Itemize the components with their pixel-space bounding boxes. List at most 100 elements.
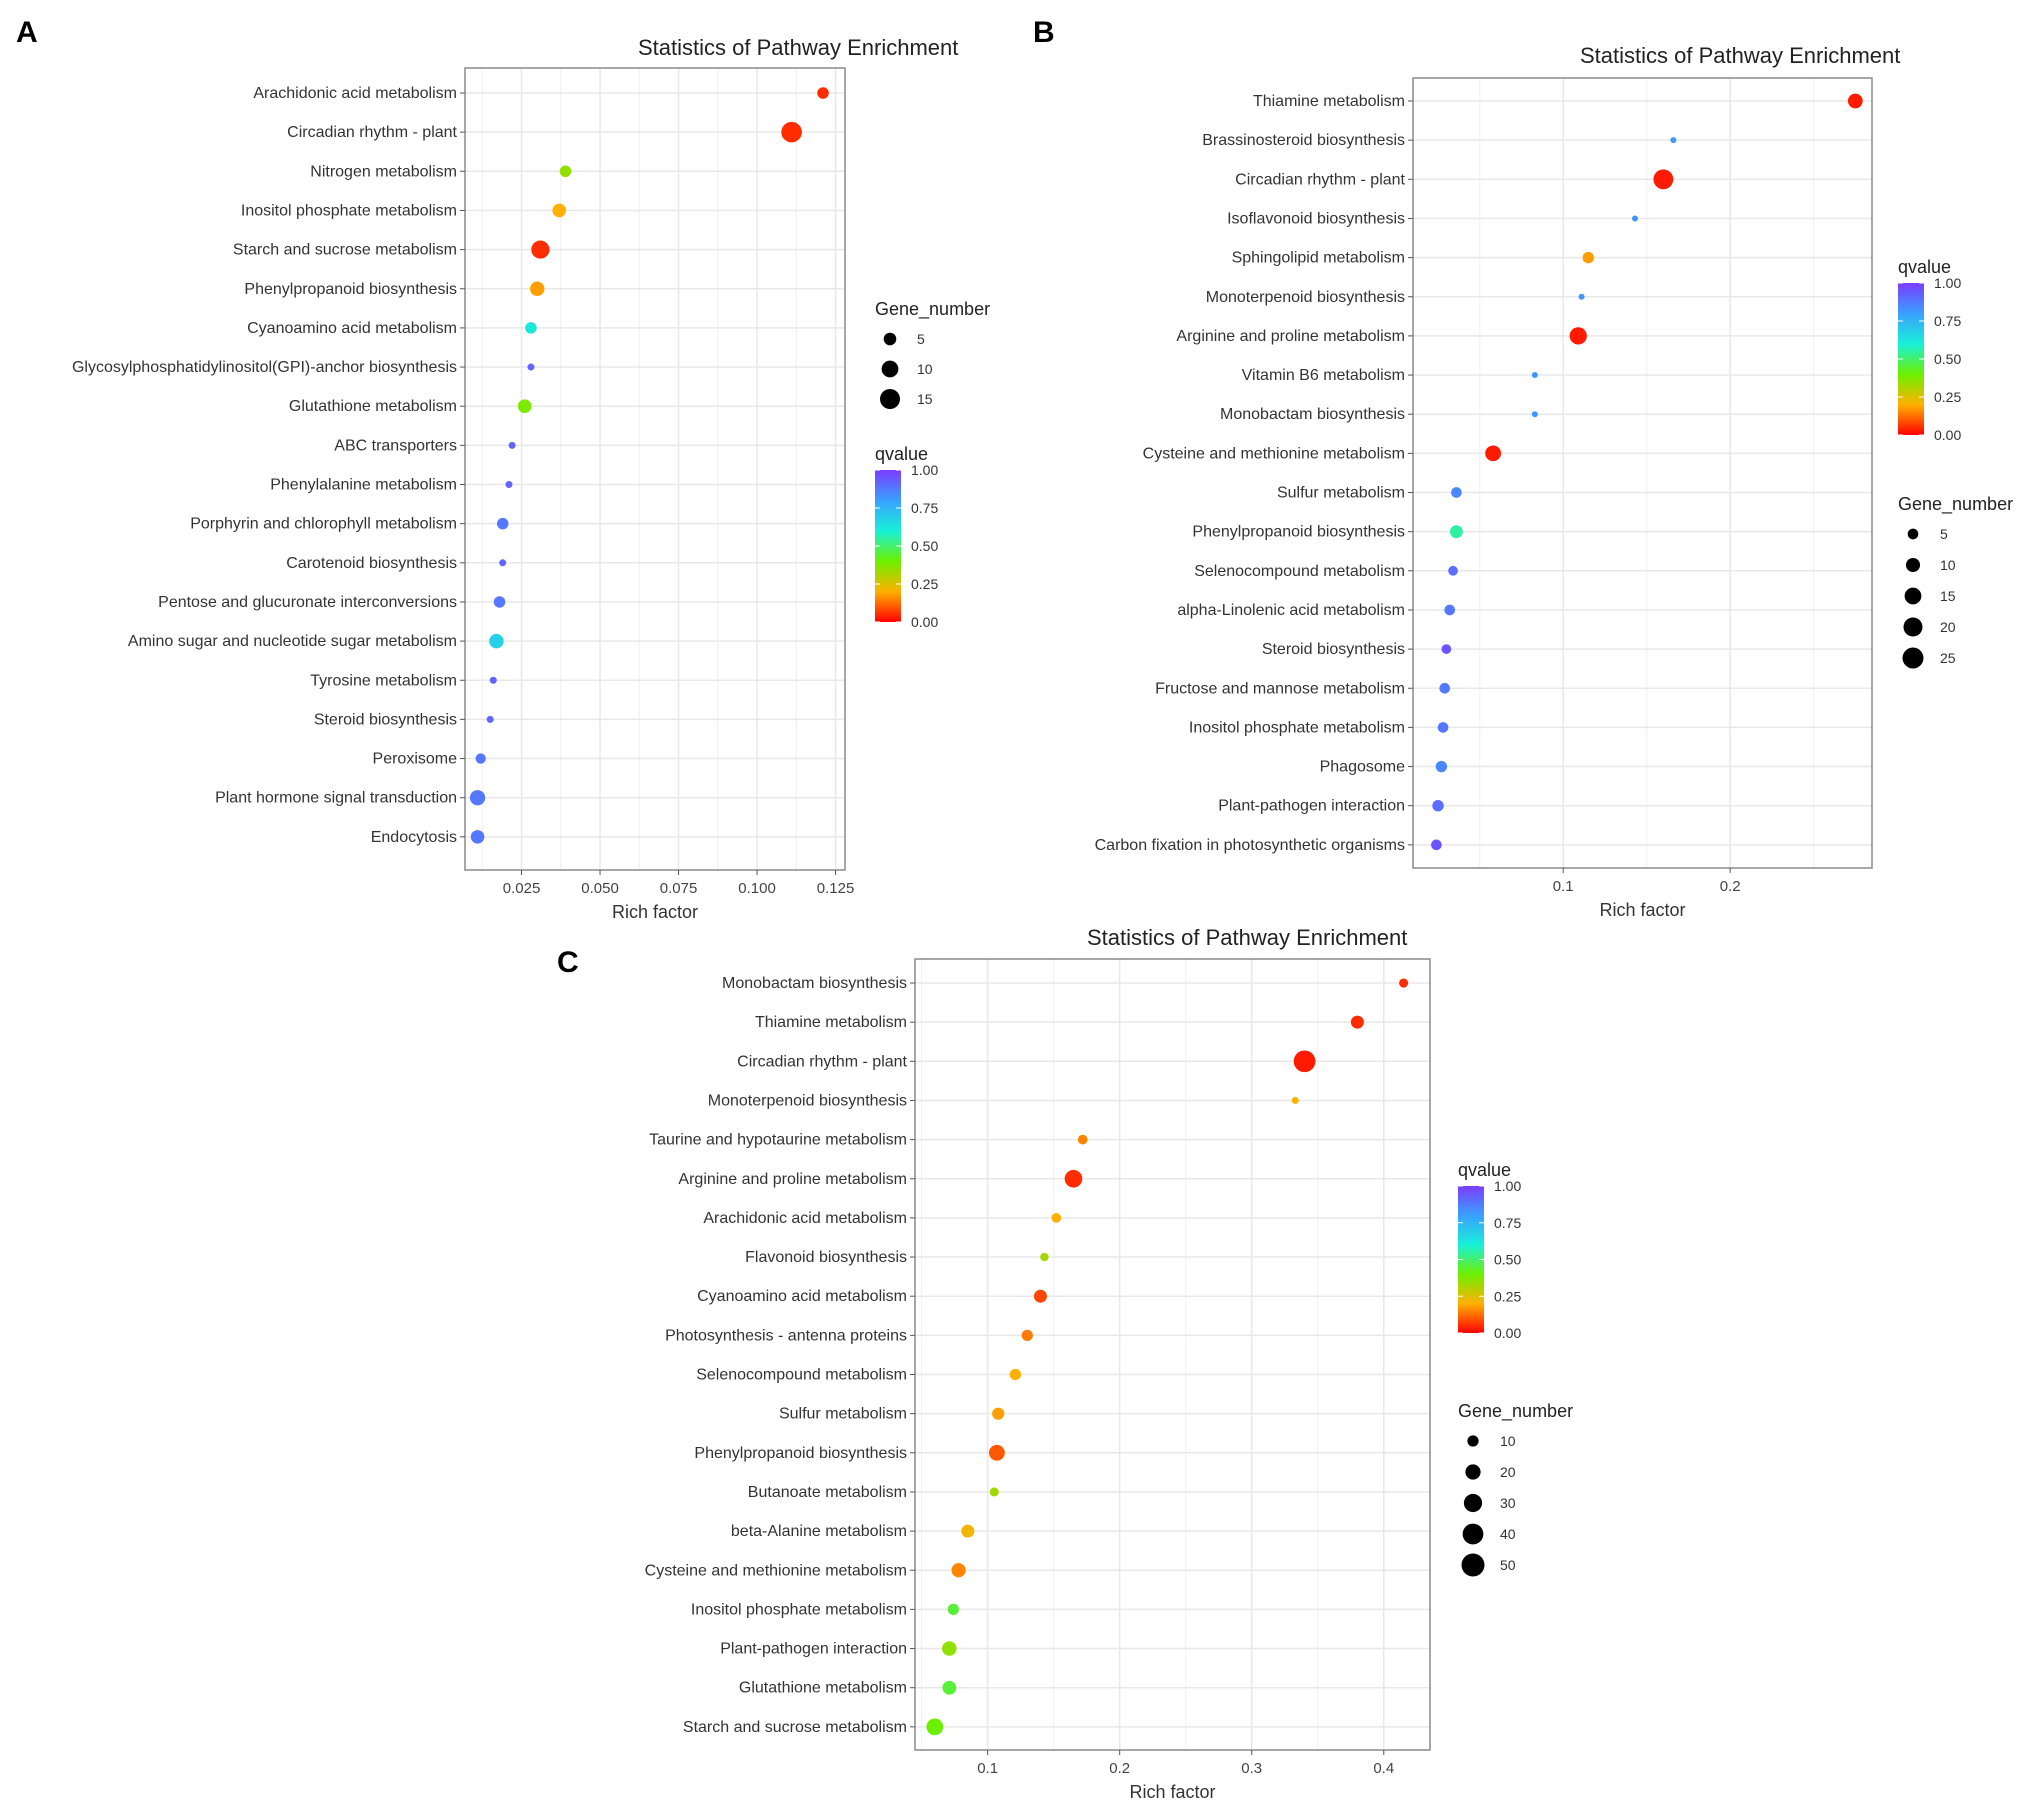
enrichment-chart-b: B Statistics of Pathway Enrichment Thiamin… [1033,16,2013,920]
category-label: Tyrosine metabolism [310,672,457,689]
data-point [552,203,566,218]
color-legend-label: 0.75 [1494,1215,1521,1231]
data-point [489,676,497,684]
data-point [475,753,486,764]
category-label: Thiamine metabolism [1253,93,1405,110]
size-legend-dot [1907,528,1919,540]
chart-title: Statistics of Pathway Enrichment [1580,43,1900,68]
category-label: Sphingolipid metabolism [1232,250,1405,267]
size-legend-label: 20 [1940,619,1956,635]
size-legend-title: Gene_number [1898,494,2013,515]
category-label: Phenylpropanoid biosynthesis [1192,524,1405,541]
data-point [1077,1134,1088,1145]
data-point [1448,565,1458,576]
category-label: Thiamine metabolism [755,1014,907,1031]
data-point [1653,169,1674,190]
color-legend-label: 1.00 [911,462,938,478]
category-label: Inositol phosphate metabolism [691,1601,907,1618]
category-label: Sulfur metabolism [1277,485,1405,502]
x-tick-label: 0.075 [660,880,698,897]
data-point [1441,644,1452,654]
category-label: Glutathione metabolism [289,398,457,415]
data-point [1051,1213,1062,1223]
category-label: alpha-Linolenic acid metabolism [1177,602,1405,619]
data-point [470,830,485,844]
data-point [1291,1096,1299,1104]
category-label: Inositol phosphate metabolism [241,202,457,219]
chart-title: Statistics of Pathway Enrichment [638,35,958,60]
category-label: Circadian rhythm - plant [1235,171,1405,188]
color-legend-label: 0.25 [1934,389,1961,405]
panel-c: C Statistics of Pathway Enrichment Monobac… [500,915,1680,1800]
category-label: Monoterpenoid biosynthesis [1206,289,1405,306]
enrichment-chart-c: C Statistics of Pathway Enrichment Monobac… [557,925,1573,1800]
category-label: Brassinosteroid biosynthesis [1202,132,1405,149]
color-legend-title: qvalue [875,444,928,464]
size-legend-title: Gene_number [1458,1401,1573,1422]
category-label: Circadian rhythm - plant [287,124,457,141]
data-point [1432,799,1444,812]
data-point [1451,487,1462,498]
size-legend-dot [883,332,897,346]
category-label: Steroid biosynthesis [314,711,457,728]
category-label: Porphyrin and chlorophyll metabolism [190,516,457,533]
size-legend-dot [1463,1493,1483,1513]
data-point [489,633,504,649]
data-point [531,240,550,259]
category-label: Plant-pathogen interaction [1218,798,1405,815]
category-label: Starch and sucrose metabolism [683,1719,907,1736]
data-point [1485,445,1502,462]
category-label: Phenylpropanoid biosynthesis [244,281,457,298]
data-point [992,1407,1005,1420]
enrichment-chart-a: A Statistics of Pathway Enrichment Arachid… [16,16,990,922]
size-legend-label: 30 [1500,1495,1516,1511]
data-point [505,481,513,488]
category-label: Circadian rhythm - plant [737,1053,907,1070]
category-label: Glutathione metabolism [739,1680,907,1697]
data-point [1064,1169,1083,1188]
size-legend-label: 5 [1940,526,1948,542]
x-tick-label: 0.100 [738,880,776,897]
plot-border [914,958,1431,1751]
data-point [496,517,509,530]
category-label: Selenocompound metabolism [1194,563,1405,580]
category-label: Starch and sucrose metabolism [233,242,457,259]
size-legend-dot [1903,617,1923,637]
x-tick-label: 0.125 [817,880,855,897]
category-label: Monobactam biosynthesis [1220,406,1405,423]
category-label: Monoterpenoid biosynthesis [708,1092,907,1109]
category-label: Arachidonic acid metabolism [703,1210,907,1227]
category-label: Steroid biosynthesis [1262,641,1405,658]
category-label: Taurine and hypotaurine metabolism [649,1132,907,1149]
x-axis-title: Rich factor [1129,1782,1215,1800]
size-legend-label: 20 [1500,1464,1516,1480]
size-legend-label: 10 [917,361,933,377]
data-point [947,1603,959,1616]
data-point [951,1563,966,1578]
color-legend-label: 1.00 [1934,275,1961,291]
data-point [1449,525,1463,539]
size-legend-label: 25 [1940,650,1956,666]
category-label: Sulfur metabolism [779,1406,907,1423]
panel-a: A Statistics of Pathway Enrichment Arachid… [0,0,1010,922]
size-legend-dot [1461,1553,1485,1577]
size-legend-dot [1465,1464,1481,1480]
category-label: Glycosylphosphatidylinositol(GPI)-anchor… [72,359,457,376]
data-point [559,165,572,178]
size-legend-dot [1904,587,1922,605]
color-legend-label: 0.50 [1934,351,1961,367]
category-label: Amino sugar and nucleotide sugar metabol… [128,633,457,650]
data-point [1444,604,1456,616]
size-legend-label: 15 [1940,588,1956,604]
plot-area [1413,78,1872,868]
x-tick-label: 0.025 [503,880,541,897]
category-label: Monobactam biosynthesis [722,975,907,992]
category-label: Inositol phosphate metabolism [1189,719,1405,736]
data-point [988,1444,1005,1461]
category-label: Arginine and proline metabolism [1176,328,1405,345]
category-label: Cysteine and methionine metabolism [1143,445,1405,462]
data-point [499,559,507,567]
data-point [486,715,494,723]
color-legend-label: 0.50 [911,538,938,554]
size-legend-label: 10 [1500,1433,1516,1449]
